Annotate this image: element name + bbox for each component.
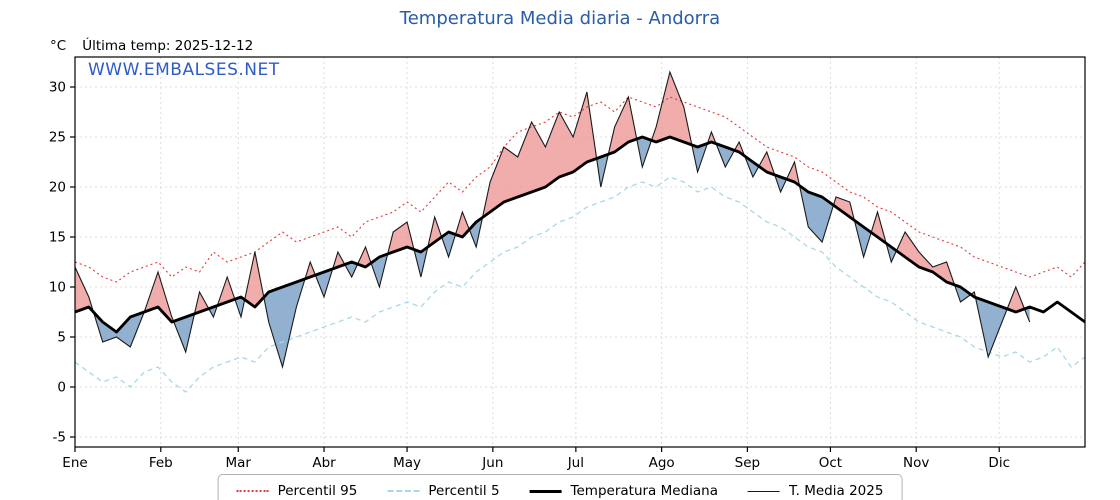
fill-below-median bbox=[371, 254, 388, 287]
y-tick-label: 30 bbox=[49, 80, 66, 96]
legend-item-media-2025: T. Media 2025 bbox=[748, 483, 883, 499]
last-temp-label: Última temp: 2025-12-12 bbox=[82, 38, 254, 54]
fill-above-median bbox=[144, 272, 174, 322]
y-tick-label: -5 bbox=[53, 430, 66, 446]
x-tick-label: Sep bbox=[735, 455, 760, 471]
media-2025-line-sample bbox=[748, 490, 780, 492]
watermark: WWW.EMBALSES.NET bbox=[88, 60, 280, 80]
annotation-row: °C Última temp: 2025-12-12 bbox=[50, 38, 253, 54]
y-tick-label: 25 bbox=[49, 130, 66, 146]
y-axis-units-label: °C bbox=[50, 38, 67, 54]
temperatura-mediana-line bbox=[74, 135, 1086, 334]
fill-above-median bbox=[357, 247, 372, 267]
fill-above-median bbox=[651, 72, 692, 145]
fill-above-median bbox=[244, 252, 264, 307]
fill-below-median bbox=[263, 278, 305, 367]
fill-below-median bbox=[234, 297, 245, 317]
percentil-95-line-sample bbox=[236, 490, 269, 492]
fill-above-median bbox=[194, 292, 209, 314]
fill-below-median bbox=[344, 262, 358, 277]
legend-label-percentil-95: Percentil 95 bbox=[277, 483, 358, 499]
fill-above-median bbox=[871, 212, 887, 244]
x-tick-label: Ago bbox=[649, 455, 675, 471]
fill-below-median bbox=[441, 232, 456, 257]
fill-above-median bbox=[758, 152, 775, 175]
plot-border bbox=[74, 56, 1086, 448]
fill-above-median bbox=[482, 92, 597, 218]
x-tick-label: Abr bbox=[312, 455, 336, 471]
fill-below-median bbox=[636, 137, 652, 167]
y-tick-label: 10 bbox=[49, 280, 66, 296]
x-tick-label: May bbox=[393, 455, 421, 471]
y-tick-label: 0 bbox=[57, 380, 66, 396]
fill-below-median bbox=[315, 268, 333, 297]
fill-below-median bbox=[886, 243, 897, 262]
percentil-5-line bbox=[74, 176, 1086, 393]
x-tick-label: Oct bbox=[819, 455, 842, 471]
chart-title: Temperatura Media diaria - Andorra bbox=[399, 8, 721, 29]
fill-above-median bbox=[896, 232, 955, 285]
t-media-2025-line bbox=[74, 70, 1031, 370]
x-tick-label: Jun bbox=[481, 455, 503, 471]
x-tick-label: Ene bbox=[62, 455, 87, 471]
fill-below-median bbox=[596, 154, 609, 187]
fill-below-median bbox=[975, 297, 1008, 357]
legend-label-percentil-5: Percentil 5 bbox=[428, 483, 500, 499]
legend-label-media-2025: T. Media 2025 bbox=[789, 483, 884, 499]
fill-below-median bbox=[954, 284, 971, 302]
fill-below-median bbox=[414, 247, 428, 277]
y-tick-label: 5 bbox=[57, 330, 66, 346]
y-tick-label: 20 bbox=[49, 180, 66, 196]
legend-item-percentil-5: Percentil 5 bbox=[387, 483, 500, 499]
percentil-5-line-sample bbox=[387, 490, 420, 492]
x-tick-label: Nov bbox=[903, 455, 929, 471]
fill-above-median bbox=[1007, 287, 1025, 312]
fill-above-median bbox=[217, 277, 235, 306]
y-tick-label: 15 bbox=[49, 230, 66, 246]
x-tick-label: Feb bbox=[149, 455, 173, 471]
fill-below-median bbox=[691, 143, 708, 172]
legend-item-percentil-95: Percentil 95 bbox=[236, 483, 358, 499]
legend-item-mediana: Temperatura Mediana bbox=[529, 483, 718, 499]
x-tick-label: Dic bbox=[988, 455, 1010, 471]
fill-above-median bbox=[833, 197, 855, 221]
legend: Percentil 95 Percentil 5 Temperatura Med… bbox=[217, 474, 903, 500]
fill-above-median bbox=[455, 212, 470, 237]
legend-label-mediana: Temperatura Mediana bbox=[570, 483, 718, 499]
fill-below-median bbox=[469, 217, 483, 247]
x-tick-label: Mar bbox=[226, 455, 252, 471]
fill-above-median bbox=[608, 97, 637, 155]
fill-below-median bbox=[173, 313, 195, 352]
x-tick-label: Jul bbox=[567, 455, 584, 471]
mediana-line-sample bbox=[529, 489, 562, 493]
fill-above-median bbox=[707, 132, 717, 144]
